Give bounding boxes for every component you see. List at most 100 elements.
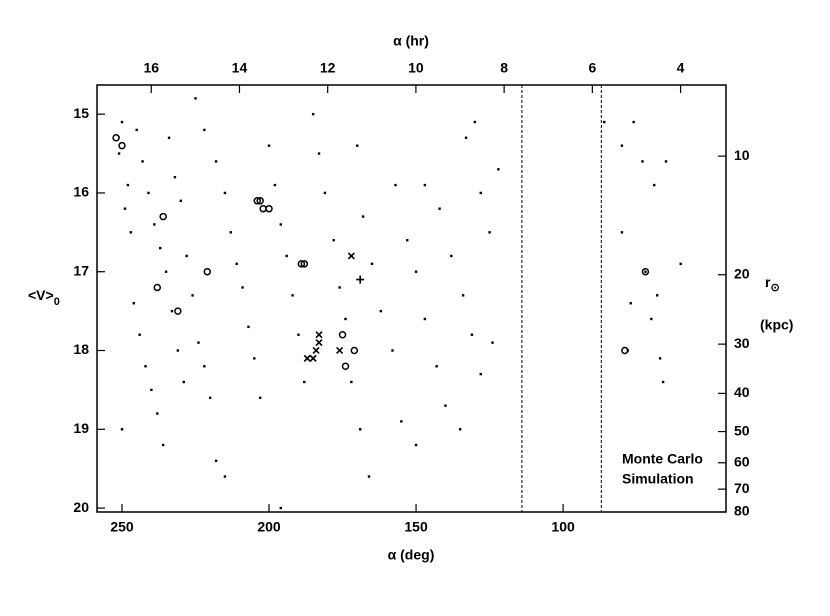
dot-point [223,191,227,195]
dot-point [641,160,644,163]
dot-point [391,349,394,352]
dot-point [423,183,427,187]
dot-point [655,294,659,297]
dot-point [285,254,288,258]
dot-point [194,97,197,100]
circle-point [159,212,167,221]
annotation-line: Monte Carlo [622,451,703,467]
dot-point [203,128,206,132]
dot-point [632,120,635,124]
x2-tick-label: 6 [588,60,596,76]
dot-point [358,428,362,431]
dot-point [259,396,262,399]
dot-point [338,286,341,289]
dot-point [323,191,327,195]
circle-point [203,267,212,276]
y-label-main: <V> [28,287,54,303]
dot-point [135,128,138,132]
circle-point [350,346,359,355]
x-point [347,252,355,260]
x-point [312,346,320,355]
dot-point [247,325,250,329]
dot-point [461,294,465,297]
dot-point [279,506,282,510]
dot-point [658,357,662,360]
y2-tick-label: 20 [734,265,750,281]
dot-point [185,254,188,258]
dot-point [164,270,168,273]
y2-tick-label: 30 [734,335,750,351]
dot-point [394,183,397,187]
dot-point [344,317,347,321]
dot-point [197,341,200,344]
x2-tick-label: 10 [408,60,424,76]
y2-tick-label: 50 [734,422,750,438]
dot-point [153,223,156,226]
dot-point [423,317,427,321]
dot-point [356,144,359,147]
dot-point [182,380,185,384]
dot-point [400,420,403,423]
dot-point [488,231,491,234]
circle-point [153,283,162,292]
dot-point [311,112,315,116]
x-tick-label: 200 [257,519,281,535]
dot-point [332,239,335,242]
y-label-sub: 0 [54,296,60,308]
dot-point [120,428,124,431]
dot-point [361,215,365,218]
y2-tick-label: 80 [734,503,750,519]
dot-point [273,183,277,187]
dot-point [620,231,624,234]
dot-point [644,270,647,273]
dot-point [129,231,133,234]
plus-point [356,275,365,284]
dot-point [214,459,218,462]
circle-point [338,330,347,339]
dot-point [179,199,183,203]
dot-point [223,475,227,478]
dot-point [679,262,682,266]
dot-point [141,160,144,163]
x2-tick-label: 14 [232,60,248,76]
dot-point [147,191,150,195]
annotation-line: Simulation [622,471,694,487]
dot-point [191,294,194,297]
x2-tick-label: 8 [500,60,508,76]
x2-tick-label: 4 [677,60,685,76]
dot-point [241,286,244,289]
y-tick-label: 15 [73,105,89,121]
y-axis-label: <V>0 [28,287,60,308]
dot-point [167,136,171,139]
x-tick-label: 100 [551,519,575,535]
dot-point [414,270,418,273]
dot-point [620,144,624,147]
dot-point [464,136,468,139]
x-tick-label: 250 [110,519,134,535]
dot-point [291,294,294,297]
dot-point [497,168,500,171]
circle-point [641,267,650,276]
dot-point [235,262,238,266]
dot-point [132,302,135,305]
dot-point [123,207,127,210]
dot-point [491,341,494,344]
dot-point [144,365,147,368]
dot-point [603,120,606,124]
circle-point [118,141,126,150]
y2-label-sub: ⊙ [770,282,779,294]
dot-point [470,333,474,336]
x-point [336,346,344,355]
y2-tick-label: 10 [734,147,750,163]
x-point [315,339,323,347]
dot-point [473,120,477,124]
circle-point [256,197,264,205]
y2-label-main: r [765,274,771,290]
dot-point [435,365,438,368]
x-tick-label: 150 [404,519,428,535]
y2-tick-label: 60 [734,453,750,469]
dot-point [317,152,321,155]
circle-point [265,204,273,213]
dot-point [279,223,282,226]
